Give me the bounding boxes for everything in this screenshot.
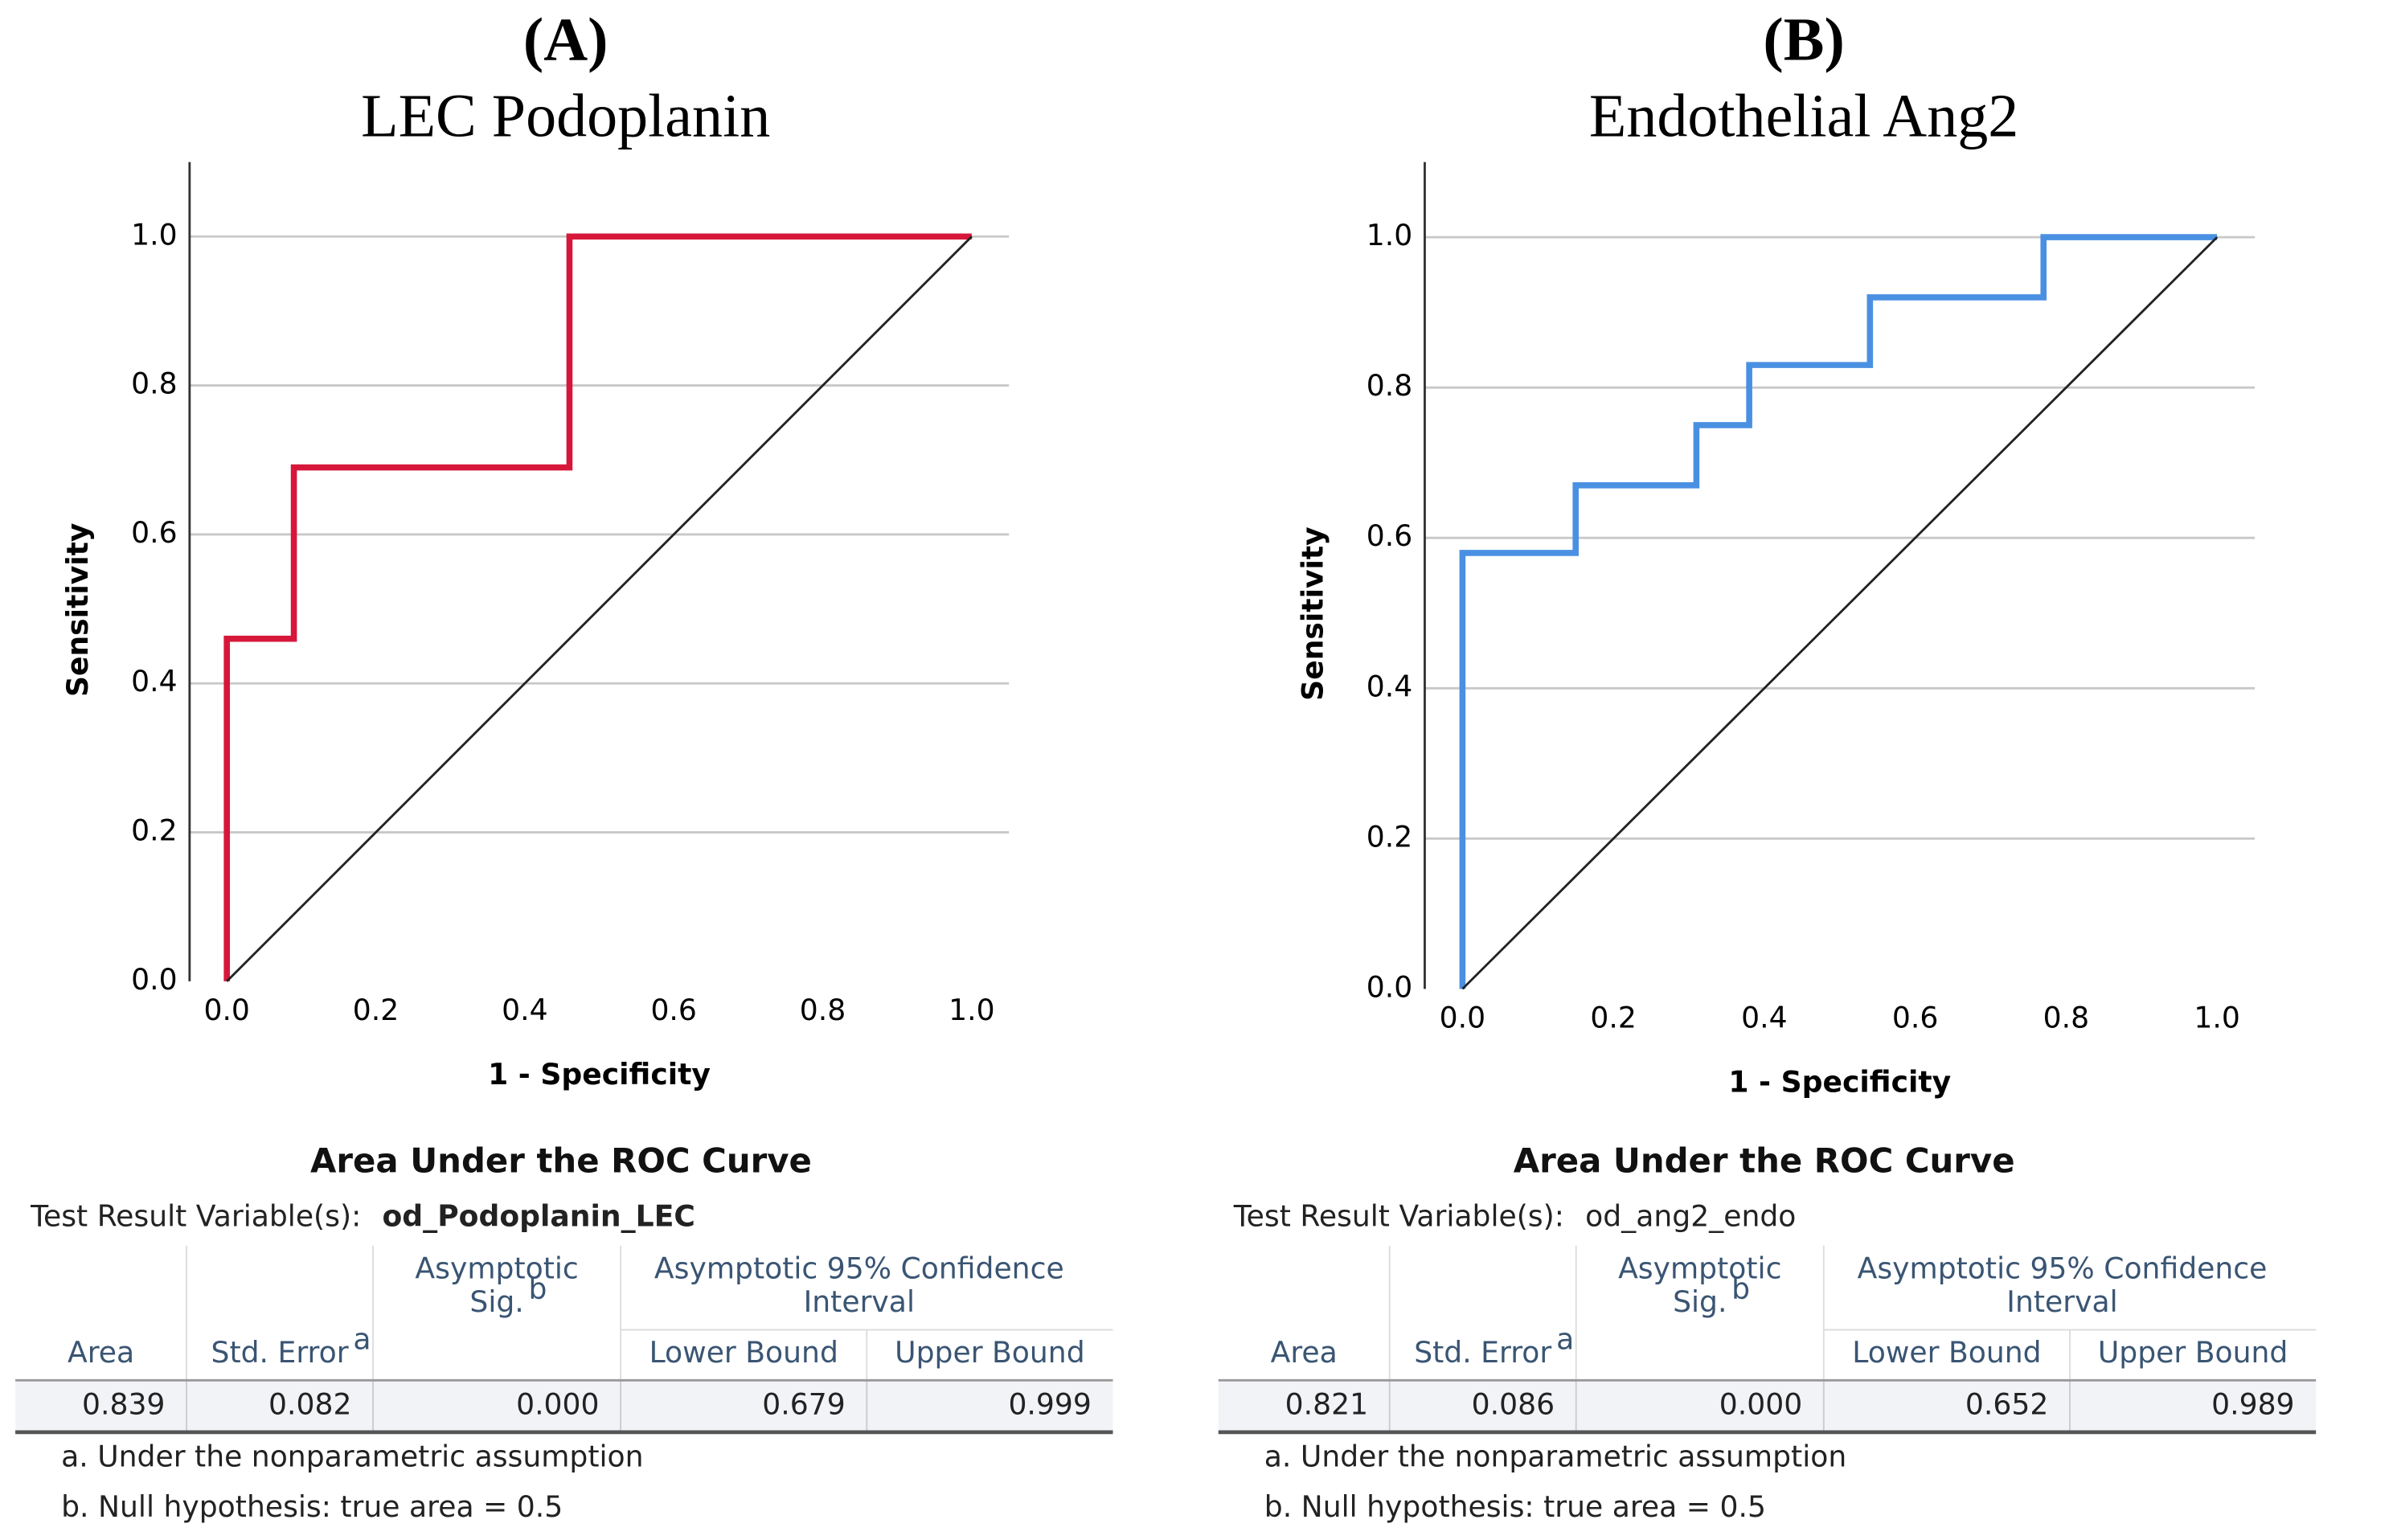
cell: 0.999 — [1008, 1387, 1091, 1422]
footnote: a. Under the nonparametric assumption — [1264, 1439, 1846, 1473]
variable-label: Test Result Variable(s): — [1233, 1199, 1564, 1234]
variable-name: od_ang2_endo — [1585, 1199, 1796, 1234]
cell: 0.082 — [268, 1387, 351, 1422]
y-tick-label: 1.0 — [131, 217, 177, 252]
x-axis-title: 1 - Specificity — [488, 1057, 711, 1092]
group-header: Asymptotic 95% Confidence — [654, 1251, 1064, 1285]
y-tick-label: 0.8 — [1366, 368, 1412, 403]
panel-label: (A) — [523, 6, 608, 74]
footnote-mark: a — [353, 1322, 371, 1357]
x-tick-label: 0.8 — [800, 993, 846, 1027]
table-title: Area Under the ROC Curve — [1514, 1141, 2015, 1181]
y-tick-label: 0.6 — [131, 515, 177, 550]
row-bg — [1218, 1380, 2317, 1432]
column-header: Area — [1271, 1335, 1338, 1370]
x-tick-label: 0.0 — [203, 993, 249, 1027]
x-tick-label: 1.0 — [2194, 1000, 2239, 1034]
chart-title: LEC Podoplanin — [361, 83, 770, 150]
x-tick-label: 0.4 — [502, 993, 547, 1027]
column-header: Asymptotic — [1618, 1251, 1781, 1285]
cell: 0.821 — [1285, 1387, 1368, 1422]
reference-line — [1461, 236, 2219, 990]
column-header: Asymptotic — [415, 1251, 578, 1285]
column-header: Sig. — [469, 1284, 523, 1319]
variable-label: Test Result Variable(s): — [30, 1199, 361, 1234]
y-axis-title: Sensitivity — [60, 523, 95, 698]
y-tick-label: 0.4 — [131, 664, 177, 698]
y-tick-label: 0.2 — [131, 813, 177, 848]
cell: 0.086 — [1472, 1387, 1555, 1422]
y-tick-label: 0.6 — [1366, 518, 1412, 553]
x-axis-title: 1 - Specificity — [1728, 1064, 1951, 1099]
y-tick-label: 1.0 — [1366, 218, 1412, 252]
variable-name: od_Podoplanin_LEC — [382, 1199, 695, 1234]
cell: 0.679 — [762, 1387, 845, 1422]
x-tick-label: 1.0 — [949, 993, 994, 1027]
y-axis-title: Sensitivity — [1296, 526, 1330, 701]
column-header: Lower Bound — [1852, 1335, 2041, 1370]
group-header: Asymptotic 95% Confidence — [1858, 1251, 2268, 1285]
y-tick-label: 0.0 — [1366, 969, 1412, 1004]
table-title: Area Under the ROC Curve — [310, 1141, 812, 1181]
reference-line — [226, 236, 973, 982]
footnote: b. Null hypothesis: true area = 0.5 — [61, 1489, 563, 1524]
roc-curve — [1459, 234, 2218, 989]
column-header: Std. Error — [1414, 1335, 1551, 1370]
chart-title: Endothelial Ang2 — [1589, 83, 2018, 150]
column-header: Area — [68, 1335, 134, 1370]
y-tick-label: 0.4 — [1366, 669, 1412, 703]
y-tick-label: 0.8 — [131, 367, 177, 401]
footnote: b. Null hypothesis: true area = 0.5 — [1264, 1489, 1766, 1524]
x-tick-label: 0.2 — [353, 993, 399, 1027]
x-tick-label: 0.6 — [650, 993, 696, 1027]
cell: 0.652 — [1965, 1387, 2048, 1422]
column-header: Sig. — [1673, 1284, 1727, 1319]
footnote-mark: b — [1731, 1272, 1750, 1306]
panel-label: (B) — [1763, 6, 1844, 74]
column-header: Std. Error — [211, 1335, 349, 1370]
cell: 0.000 — [1719, 1387, 1802, 1422]
x-tick-label: 0.8 — [2043, 1000, 2089, 1034]
column-header: Lower Bound — [649, 1335, 838, 1370]
row-bg — [15, 1380, 1113, 1432]
footnote-mark: b — [529, 1272, 547, 1306]
x-tick-label: 0.4 — [1741, 1000, 1787, 1034]
y-tick-label: 0.2 — [1366, 819, 1412, 854]
group-header: Interval — [804, 1284, 915, 1319]
column-header: Upper Bound — [895, 1335, 1084, 1370]
column-header: Upper Bound — [2098, 1335, 2288, 1370]
roc-curve — [223, 233, 972, 981]
footnote: a. Under the nonparametric assumption — [61, 1439, 643, 1473]
x-tick-label: 0.0 — [1440, 1000, 1485, 1034]
cell: 0.000 — [516, 1387, 599, 1422]
cell: 0.989 — [2211, 1387, 2294, 1422]
cell: 0.839 — [82, 1387, 165, 1422]
y-tick-label: 0.0 — [131, 962, 177, 997]
footnote-mark: a — [1556, 1322, 1574, 1357]
x-tick-label: 0.2 — [1590, 1000, 1636, 1034]
group-header: Interval — [2006, 1284, 2117, 1319]
x-tick-label: 0.6 — [1892, 1000, 1938, 1034]
